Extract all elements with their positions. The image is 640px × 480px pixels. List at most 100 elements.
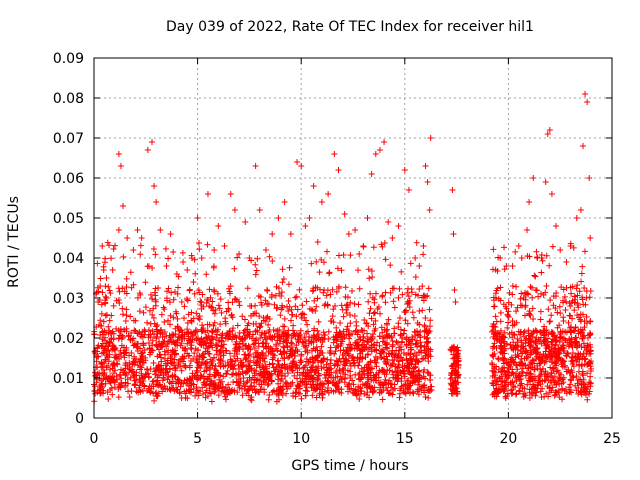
data-point	[421, 385, 428, 392]
data-point	[490, 246, 497, 253]
data-point	[336, 388, 343, 395]
data-point	[133, 369, 140, 376]
data-point	[404, 298, 411, 305]
data-point	[187, 344, 194, 351]
data-point	[204, 241, 211, 248]
data-point	[580, 340, 587, 347]
data-point	[191, 290, 198, 297]
data-point	[218, 332, 225, 339]
data-point	[533, 350, 540, 357]
data-point	[368, 171, 375, 177]
data-point	[203, 364, 210, 371]
data-point	[96, 321, 103, 328]
data-point	[548, 191, 555, 197]
data-point	[265, 321, 272, 328]
data-point	[126, 393, 133, 400]
data-point	[285, 281, 292, 288]
data-point	[338, 267, 345, 274]
data-point	[191, 331, 198, 338]
data-point	[103, 364, 110, 371]
data-point	[529, 360, 536, 367]
data-point	[382, 376, 389, 383]
data-point	[515, 387, 522, 394]
data-point	[379, 381, 386, 388]
data-point	[191, 350, 198, 357]
data-point	[379, 293, 386, 300]
data-point	[497, 284, 504, 291]
data-point	[531, 272, 538, 279]
data-point	[544, 131, 551, 137]
data-point	[130, 373, 137, 380]
data-point	[202, 360, 209, 367]
data-point	[371, 374, 378, 381]
data-point	[109, 391, 116, 398]
data-point	[272, 292, 279, 299]
data-point	[180, 259, 187, 265]
data-point	[275, 361, 282, 368]
data-point	[109, 342, 116, 349]
data-point	[556, 370, 563, 377]
data-point	[420, 355, 427, 362]
data-point	[239, 362, 246, 369]
data-point	[280, 338, 287, 345]
data-point	[293, 385, 300, 392]
data-point	[379, 243, 386, 250]
data-point	[244, 332, 251, 339]
data-point	[195, 315, 202, 322]
data-point	[356, 358, 363, 365]
data-point	[360, 368, 367, 375]
data-point	[552, 342, 559, 349]
data-point	[154, 322, 161, 329]
data-point	[574, 312, 581, 319]
data-point	[222, 347, 229, 354]
data-point	[266, 361, 273, 368]
data-point	[515, 243, 522, 249]
data-point	[393, 375, 400, 382]
data-point	[161, 355, 168, 362]
data-point	[392, 352, 399, 359]
data-point	[412, 274, 419, 281]
data-point	[266, 372, 273, 379]
data-point	[208, 390, 215, 397]
data-point	[184, 320, 191, 327]
data-point	[165, 255, 172, 262]
data-point	[184, 297, 191, 304]
data-point	[273, 342, 280, 349]
data-point	[371, 309, 378, 316]
data-point	[320, 364, 327, 371]
data-point	[551, 333, 558, 340]
data-point	[287, 231, 294, 237]
data-point	[134, 294, 141, 301]
data-point	[275, 285, 282, 292]
data-point	[405, 338, 412, 345]
data-point	[341, 361, 348, 368]
data-point	[179, 358, 186, 365]
data-point	[274, 357, 281, 364]
data-point	[310, 183, 317, 189]
data-point	[307, 367, 314, 374]
data-point	[333, 288, 340, 295]
data-point	[185, 383, 192, 390]
data-point	[556, 333, 563, 340]
data-point	[196, 239, 203, 246]
data-point	[175, 284, 182, 291]
data-point	[579, 294, 586, 301]
data-point	[123, 347, 130, 354]
data-point	[581, 324, 588, 331]
data-point	[367, 358, 374, 365]
data-point	[563, 352, 570, 359]
data-point	[512, 352, 519, 359]
data-point	[389, 347, 396, 354]
data-point	[269, 231, 276, 237]
data-point	[236, 384, 243, 391]
data-point	[407, 260, 414, 267]
data-point	[145, 263, 152, 270]
data-point	[563, 298, 570, 305]
data-point	[123, 370, 130, 377]
data-point	[110, 336, 117, 343]
data-point	[210, 263, 217, 270]
data-point	[150, 314, 157, 321]
data-point	[291, 372, 298, 379]
data-point	[138, 235, 145, 241]
data-point	[534, 385, 541, 392]
